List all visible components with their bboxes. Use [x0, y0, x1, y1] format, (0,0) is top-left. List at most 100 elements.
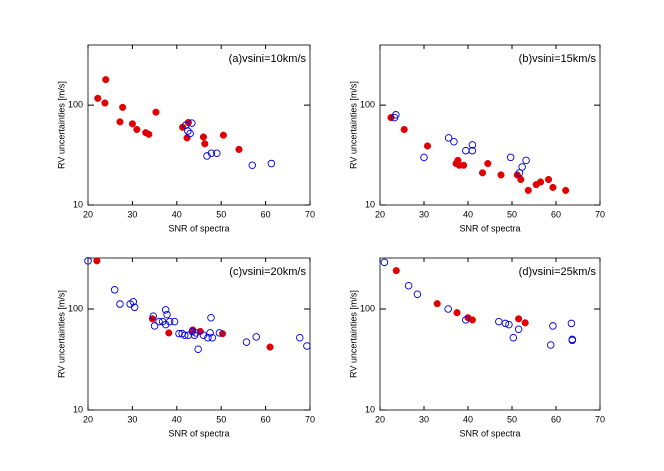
point — [235, 145, 243, 153]
x-tick-label: 50 — [216, 414, 226, 424]
x-tick-label: 60 — [551, 209, 561, 219]
point — [537, 178, 545, 186]
point — [145, 130, 153, 138]
point — [392, 111, 400, 119]
point — [468, 146, 477, 155]
x-tick-label: 40 — [172, 414, 182, 424]
point — [433, 300, 441, 308]
point — [201, 140, 209, 148]
point — [188, 327, 197, 336]
point — [392, 267, 400, 275]
y-tick-label: 100 — [360, 303, 375, 313]
point — [509, 333, 518, 342]
point — [128, 120, 136, 128]
x-axis-label: SNR of spectra — [168, 223, 229, 233]
point — [444, 305, 452, 313]
point — [150, 322, 159, 330]
point — [518, 163, 526, 171]
point — [242, 338, 251, 346]
x-tick-label: 60 — [261, 209, 271, 219]
point — [546, 341, 555, 349]
point — [521, 319, 529, 327]
x-tick-label: 60 — [551, 414, 561, 424]
x-axis-label: SNR of spectra — [459, 223, 520, 233]
point — [296, 333, 304, 342]
point — [400, 125, 408, 134]
annotation: (a)vsini=10km/s — [229, 53, 307, 65]
x-tick-label: 40 — [463, 209, 473, 219]
point — [133, 125, 141, 134]
point — [544, 175, 553, 184]
point — [192, 329, 200, 337]
point — [94, 94, 102, 102]
point — [404, 281, 413, 290]
point — [186, 129, 194, 138]
y-axis-label: RV uncertainties [m/s] — [348, 81, 358, 169]
point — [165, 317, 174, 326]
x-tick-label: 20 — [375, 209, 385, 219]
point — [506, 153, 515, 162]
point — [163, 310, 171, 319]
point — [462, 146, 470, 155]
point — [215, 329, 224, 337]
y-tick-label: 10 — [365, 404, 375, 414]
point — [213, 149, 221, 157]
point — [517, 175, 525, 184]
y-tick-label: 10 — [365, 199, 375, 209]
point — [303, 342, 311, 350]
x-tick-label: 30 — [127, 209, 137, 219]
point — [495, 317, 503, 326]
x-tick-label: 20 — [375, 414, 385, 424]
point — [567, 319, 576, 328]
point — [194, 345, 202, 353]
point — [101, 99, 109, 107]
y-tick-label: 100 — [68, 100, 83, 110]
point — [102, 76, 110, 84]
point — [84, 257, 92, 265]
point — [420, 153, 428, 162]
x-tick-label: 70 — [305, 209, 315, 219]
point — [93, 257, 101, 265]
point — [450, 137, 458, 146]
point — [252, 333, 261, 341]
point — [468, 316, 476, 324]
point — [155, 317, 163, 326]
point — [116, 300, 124, 308]
x-tick-label: 50 — [507, 414, 517, 424]
point — [266, 343, 274, 351]
x-tick-label: 50 — [216, 209, 226, 219]
x-tick-label: 40 — [463, 414, 473, 424]
x-tick-label: 50 — [507, 209, 517, 219]
point — [181, 331, 189, 339]
point — [568, 336, 577, 345]
point — [188, 119, 196, 127]
plot-frame — [379, 257, 601, 411]
annotation: (d)vsini=25km/s — [519, 266, 597, 278]
point — [267, 159, 276, 168]
point — [149, 312, 158, 320]
point — [524, 186, 532, 194]
plot-frame — [379, 44, 601, 206]
x-tick-label: 30 — [419, 209, 429, 219]
y-tick-label: 100 — [68, 303, 83, 313]
point — [515, 315, 523, 323]
point — [444, 134, 453, 142]
point — [116, 118, 124, 126]
point — [130, 303, 139, 312]
point — [110, 286, 119, 294]
point — [497, 171, 505, 179]
point — [380, 258, 389, 267]
x-axis-label: SNR of spectra — [459, 428, 520, 438]
x-tick-label: 70 — [305, 414, 315, 424]
plot-frame — [87, 44, 311, 206]
point — [152, 108, 160, 116]
y-axis-label: RV uncertainties [m/s] — [56, 81, 66, 169]
point — [206, 329, 214, 337]
x-tick-label: 60 — [261, 414, 271, 424]
point — [165, 329, 173, 337]
point — [207, 313, 215, 322]
y-tick-label: 10 — [73, 404, 83, 414]
x-tick-label: 20 — [83, 209, 93, 219]
point — [248, 161, 257, 170]
point — [199, 331, 208, 339]
